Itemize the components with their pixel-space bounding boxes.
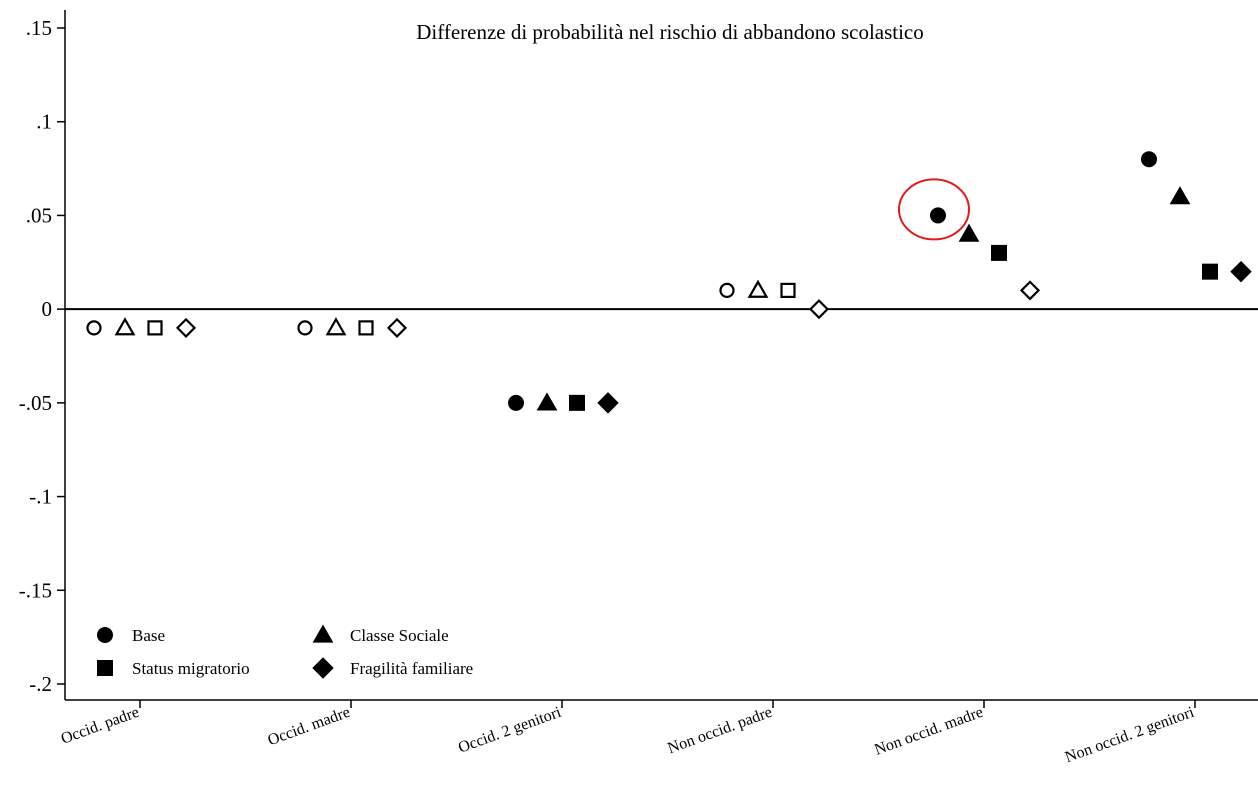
x-tick-label: Occid. madre (266, 704, 353, 749)
data-point-circle (299, 321, 312, 334)
data-point-circle (721, 284, 734, 297)
y-axis-ticks: .15 .1 .05 0 -.05 -.1 -.15 -.2 (19, 16, 65, 696)
y-tick-label: 0 (42, 297, 53, 321)
y-tick-label: .1 (36, 110, 52, 134)
y-tick-label: -.05 (19, 391, 52, 415)
legend-marker-diamond (313, 658, 333, 678)
data-point-diamond (1022, 282, 1039, 299)
y-tick-label: .05 (26, 203, 52, 227)
x-tick-label: Occid. padre (59, 704, 142, 748)
legend: Base Classe Sociale Status migratorio Fragi… (98, 626, 474, 679)
data-point-triangle (1171, 187, 1190, 204)
chart-title: Differenze di probabilità nel rischio di… (416, 20, 924, 44)
data-point-diamond (389, 319, 406, 336)
data-point-triangle (750, 282, 767, 297)
y-tick-label: -.2 (29, 672, 52, 696)
data-point-triangle (328, 319, 345, 334)
data-point-triangle (117, 319, 134, 334)
legend-marker-triangle (314, 626, 333, 643)
plot-frame (65, 10, 1258, 700)
y-tick-label: -.1 (29, 485, 52, 509)
data-point-diamond (178, 319, 195, 336)
x-axis-ticks: Occid. padre Occid. madre Occid. 2 genitor… (59, 700, 1197, 766)
data-point-diamond (598, 393, 618, 413)
legend-marker-square (98, 661, 113, 676)
x-tick-label: Non occid. madre (872, 704, 985, 759)
legend-label: Classe Sociale (350, 626, 449, 645)
x-tick-label: Non occid. padre (665, 704, 774, 758)
y-tick-label: -.15 (19, 578, 52, 602)
data-point-square (360, 321, 373, 334)
data-point-square (149, 321, 162, 334)
data-point-circle (88, 321, 101, 334)
legend-label: Base (132, 626, 165, 645)
x-tick-label: Occid. 2 genitori (456, 704, 564, 757)
data-point-square (782, 284, 795, 297)
data-point-circle (931, 208, 946, 223)
data-point-diamond (1231, 262, 1251, 282)
data-point-square (570, 395, 585, 410)
data-point-square (1203, 264, 1218, 279)
data-markers (88, 152, 1252, 413)
data-point-square (992, 245, 1007, 260)
data-point-triangle (538, 393, 557, 410)
legend-marker-circle (98, 628, 113, 643)
y-tick-label: .15 (26, 16, 52, 40)
data-point-diamond (811, 301, 828, 318)
legend-label: Status migratorio (132, 659, 250, 678)
legend-label: Fragilità familiare (350, 659, 473, 678)
data-point-circle (1142, 152, 1157, 167)
x-tick-label: Non occid. 2 genitori (1063, 704, 1197, 767)
data-point-circle (509, 395, 524, 410)
